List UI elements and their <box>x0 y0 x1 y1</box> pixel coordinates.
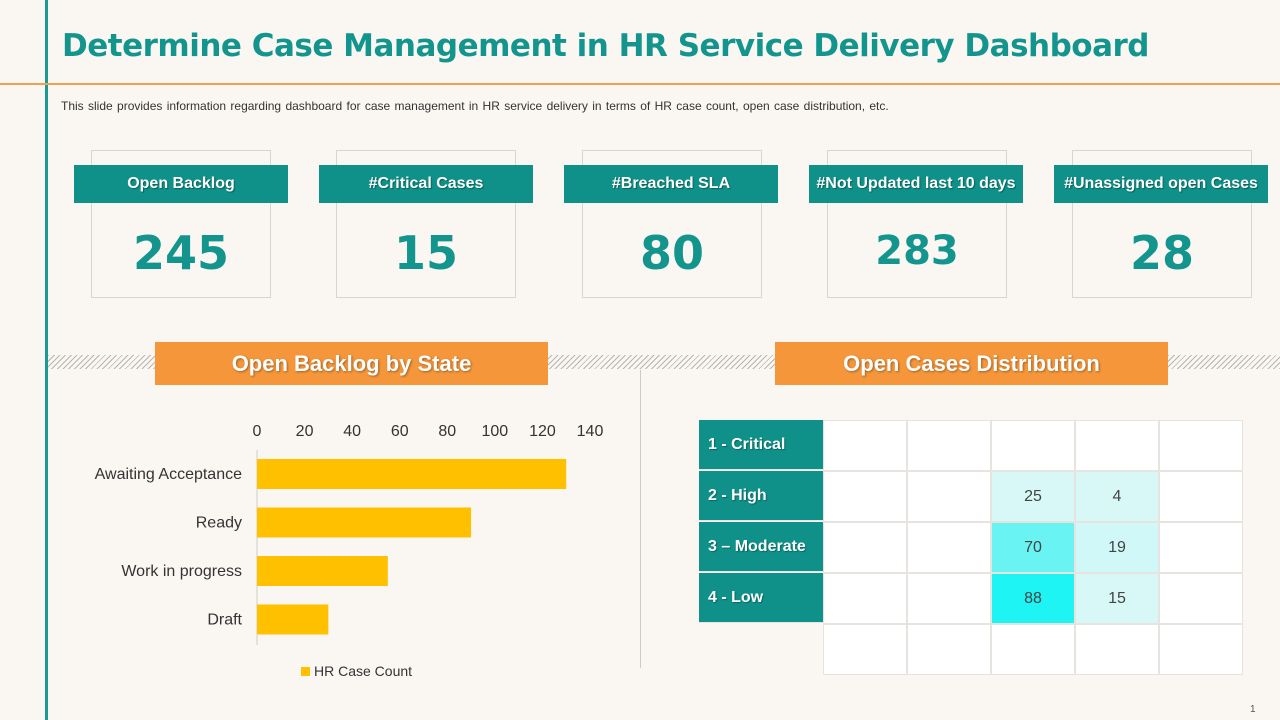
kpi-label-breached-sla: #Breached SLA <box>564 165 778 203</box>
category-label: Draft <box>207 612 242 629</box>
kpi-label-not-updated: #Not Updated last 10 days <box>809 165 1023 203</box>
bar <box>257 556 388 586</box>
kpi-value-critical-cases: 15 <box>393 226 458 280</box>
section-title-distribution: Open Cases Distribution <box>775 342 1168 385</box>
category-label: Ready <box>196 515 242 532</box>
heatmap-cell: 4 <box>1075 471 1159 522</box>
x-tick-label: 120 <box>529 423 556 440</box>
kpi-label-unassigned: #Unassigned open Cases <box>1054 165 1268 203</box>
heatmap-row-label: 1 - Critical <box>699 420 823 470</box>
x-tick-label: 80 <box>438 423 456 440</box>
heatmap-cell <box>907 573 991 624</box>
heatmap-row-label: 4 - Low <box>699 573 823 623</box>
heatmap-cell: 70 <box>991 522 1075 573</box>
section-title-backlog: Open Backlog by State <box>155 342 548 385</box>
legend-label: HR Case Count <box>314 663 412 679</box>
heatmap-cell <box>1159 420 1243 471</box>
title-underline <box>0 83 1280 85</box>
heatmap-cell <box>907 522 991 573</box>
section-divider <box>640 370 641 668</box>
legend-swatch <box>301 667 310 676</box>
page-title: Determine Case Management in HR Service … <box>62 28 1149 64</box>
x-tick-label: 20 <box>296 423 314 440</box>
heatmap-cell <box>823 471 907 522</box>
heatmap-cell: 15 <box>1075 573 1159 624</box>
heatmap-cell: 88 <box>991 573 1075 624</box>
heatmap-cell <box>1159 573 1243 624</box>
x-tick-label: 40 <box>343 423 361 440</box>
heatmap-cell <box>823 573 907 624</box>
x-tick-label: 60 <box>391 423 409 440</box>
heatmap-cell <box>1159 522 1243 573</box>
heatmap-column-label <box>991 624 1075 675</box>
kpi-value-unassigned: 28 <box>1129 226 1194 280</box>
heatmap-cell <box>823 522 907 573</box>
x-tick-label: 140 <box>577 423 604 440</box>
x-tick-label: 0 <box>253 423 262 440</box>
kpi-label-open-backlog: Open Backlog <box>74 165 288 203</box>
heatmap-row-label: 2 - High <box>699 471 823 521</box>
category-label: Awaiting Acceptance <box>95 466 242 483</box>
category-label: Work in progress <box>121 563 242 580</box>
kpi-value-open-backlog: 245 <box>132 226 230 280</box>
heatmap-column-label <box>907 624 991 675</box>
heatmap-cell: 25 <box>991 471 1075 522</box>
heatmap-cell <box>1159 471 1243 522</box>
heatmap-cell <box>991 420 1075 471</box>
heatmap-cell: 19 <box>1075 522 1159 573</box>
page-number: 1 <box>1250 704 1256 715</box>
x-tick-label: 100 <box>482 423 509 440</box>
heatmap-cell <box>907 471 991 522</box>
bar <box>257 459 567 489</box>
heatmap-cell <box>1075 420 1159 471</box>
kpi-label-critical-cases: #Critical Cases <box>319 165 533 203</box>
heatmap-column-label <box>1075 624 1159 675</box>
heatmap-column-label <box>823 624 907 675</box>
bar <box>257 507 472 538</box>
page-subtitle: This slide provides information regardin… <box>61 99 889 113</box>
backlog-bar-chart: 0 20 40 60 80 100 120 140 Awaiting Acceptance Rea… <box>95 423 604 679</box>
heatmap-column-label <box>1159 624 1243 675</box>
heatmap-cell <box>907 420 991 471</box>
left-accent-line <box>45 0 48 720</box>
heatmap-row-label: 3 – Moderate <box>699 522 823 572</box>
bar <box>257 604 329 635</box>
kpi-value-not-updated: 283 <box>875 228 959 274</box>
heatmap-cell <box>823 420 907 471</box>
kpi-value-breached-sla: 80 <box>639 226 704 280</box>
